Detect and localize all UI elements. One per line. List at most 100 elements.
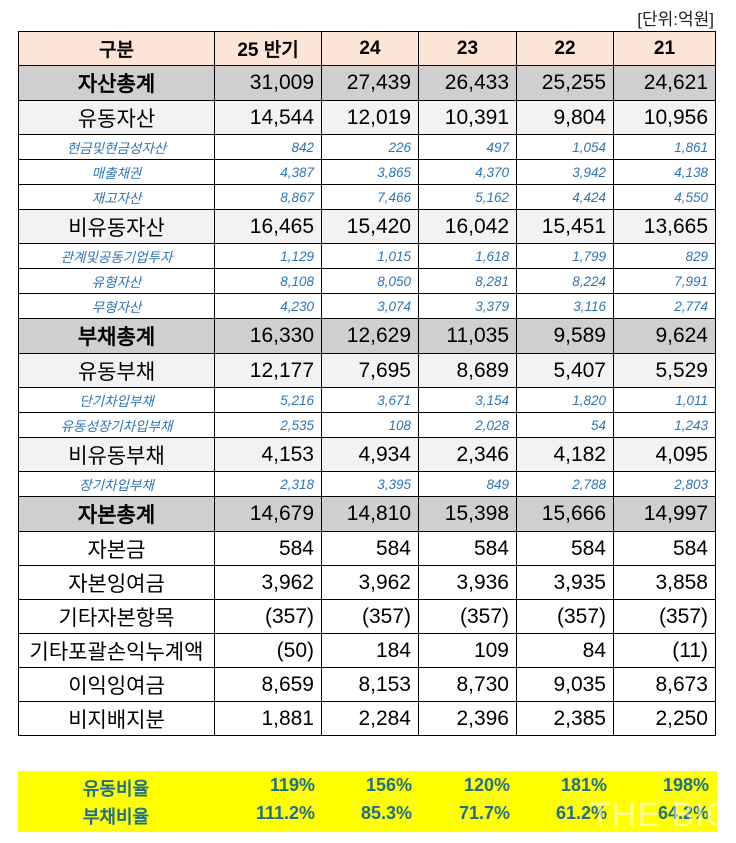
value-cell: 5,407 [516,353,614,388]
value-cell: 4,230 [214,293,322,319]
row-label: 유동부채 [18,353,215,388]
value-cell: 12,629 [321,318,419,354]
table-row: 기타포괄손익누계액 (50) 184 109 84 (11) [18,633,716,668]
ratio-value: 198% [662,775,709,795]
value-cell: 16,330 [214,318,322,354]
value-cell: 12,019 [321,100,419,135]
value-cell: 31,009 [214,65,322,101]
header-cell-24: 24 [321,31,419,66]
value-cell: 84 [516,633,614,668]
value-cell: 4,387 [214,159,322,185]
row-label: 무형자산 [18,293,215,319]
table-row: 유동성장기차입부채 2,535 108 2,028 54 1,243 [18,412,716,438]
value-cell: 5,216 [214,387,322,413]
ratio-row-current: 유동비율 119% 156% 120% 181% 198% [18,775,717,803]
value-cell: 8,673 [613,667,716,702]
value-cell: (50) [214,633,322,668]
value-cell: 4,095 [613,437,716,472]
value-cell: 2,774 [613,293,716,319]
value-cell: 4,153 [214,437,322,472]
ratio-value: 61.2% [555,803,607,823]
value-cell: 8,224 [516,268,614,294]
value-cell: 3,962 [214,565,322,600]
value-cell: 11,035 [418,318,517,354]
watermark: THE BIO [590,796,734,834]
value-cell: 9,589 [516,318,614,354]
value-cell: 54 [516,412,614,438]
table-row: 유동부채 12,177 7,695 8,689 5,407 5,529 [18,353,716,388]
value-cell: 14,810 [321,496,419,532]
table-row: 자본금 584 584 584 584 584 [18,531,716,566]
value-cell: 27,439 [321,65,419,101]
row-label: 유형자산 [18,268,215,294]
value-cell: 109 [418,633,517,668]
value-cell: 12,177 [214,353,322,388]
value-cell: 8,153 [321,667,419,702]
table-row: 재고자산 8,867 7,466 5,162 4,424 4,550 [18,184,716,210]
table-row: 매출채권 4,387 3,865 4,370 3,942 4,138 [18,159,716,185]
value-cell: 8,659 [214,667,322,702]
ratio-value: 119% [269,775,315,795]
value-cell: 842 [214,134,322,160]
value-cell: 3,379 [418,293,517,319]
ratio-value: 181% [560,775,607,795]
table-row: 기타자본항목 (357) (357) (357) (357) (357) [18,599,716,634]
table-row: 현금및현금성자산 842 226 497 1,054 1,861 [18,134,716,160]
value-cell: 3,962 [321,565,419,600]
value-cell: 8,050 [321,268,419,294]
row-label: 비지배지분 [18,701,215,736]
row-label: 현금및현금성자산 [18,134,215,160]
header-cell-25h1: 25 반기 [214,31,322,66]
table-row: 자산총계 31,009 27,439 26,433 25,255 24,621 [18,65,716,101]
value-cell: 2,250 [613,701,716,736]
value-cell: 4,138 [613,159,716,185]
value-cell: 1,881 [214,701,322,736]
value-cell: (357) [516,599,614,634]
value-cell: 584 [613,531,716,566]
value-cell: 7,466 [321,184,419,210]
value-cell: 15,420 [321,209,419,244]
value-cell: 584 [214,531,322,566]
value-cell: 5,529 [613,353,716,388]
value-cell: 1,618 [418,243,517,269]
value-cell: 497 [418,134,517,160]
table-row: 비지배지분 1,881 2,284 2,396 2,385 2,250 [18,701,716,736]
value-cell: 14,997 [613,496,716,532]
row-label: 비유동자산 [18,209,215,244]
value-cell: 4,934 [321,437,419,472]
value-cell: 829 [613,243,716,269]
value-cell: (357) [613,599,716,634]
value-cell: 3,942 [516,159,614,185]
value-cell: 9,035 [516,667,614,702]
value-cell: 7,695 [321,353,419,388]
table-row: 관계및공동기업투자 1,129 1,015 1,618 1,799 829 [18,243,716,269]
value-cell: 2,385 [516,701,614,736]
value-cell: 2,284 [321,701,419,736]
header-cell-22: 22 [516,31,614,66]
value-cell: 9,804 [516,100,614,135]
value-cell: (357) [418,599,517,634]
value-cell: (357) [214,599,322,634]
row-label: 자본잉여금 [18,565,215,600]
ratio-value: 111.2% [255,803,315,823]
value-cell: 1,011 [613,387,716,413]
value-cell: 13,665 [613,209,716,244]
ratio-value: 64.2% [657,803,709,823]
header-row: 구분 25 반기 24 23 22 21 [18,31,716,66]
value-cell: 1,799 [516,243,614,269]
value-cell: 15,451 [516,209,614,244]
ratio-value: 120% [463,775,510,795]
row-label: 자본금 [18,531,215,566]
table-row: 장기차입부채 2,318 3,395 849 2,788 2,803 [18,471,716,497]
value-cell: 2,396 [418,701,517,736]
value-cell: 8,108 [214,268,322,294]
value-cell: 1,129 [214,243,322,269]
value-cell: 26,433 [418,65,517,101]
ratio-value: 71.7% [458,803,510,823]
value-cell: 3,154 [418,387,517,413]
table-row: 자본잉여금 3,962 3,962 3,936 3,935 3,858 [18,565,716,600]
value-cell: 184 [321,633,419,668]
value-cell: 3,671 [321,387,419,413]
table-row: 비유동자산 16,465 15,420 16,042 15,451 13,665 [18,209,716,244]
row-label: 재고자산 [18,184,215,210]
